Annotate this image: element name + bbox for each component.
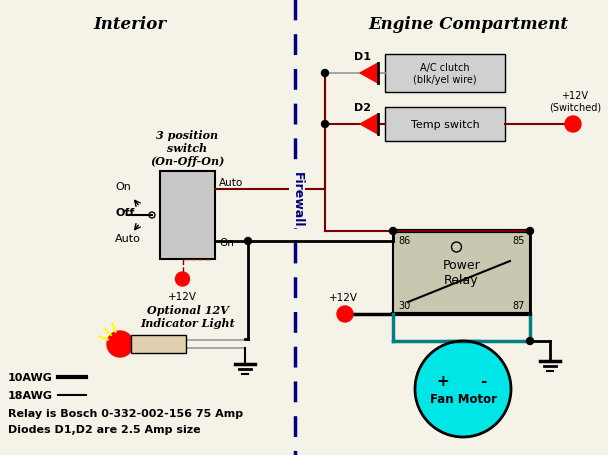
Text: Relay is Bosch 0-332-002-156 75 Amp: Relay is Bosch 0-332-002-156 75 Amp	[8, 408, 243, 418]
Text: +12V
(Switched): +12V (Switched)	[549, 91, 601, 113]
Text: 3 position
switch
(On-Off-On): 3 position switch (On-Off-On)	[150, 130, 225, 167]
Polygon shape	[360, 115, 378, 135]
Bar	[131, 335, 186, 353]
Text: +: +	[437, 374, 449, 389]
Text: On: On	[115, 182, 131, 192]
Circle shape	[565, 117, 581, 133]
Text: Diodes D1,D2 are 2.5 Amp size: Diodes D1,D2 are 2.5 Amp size	[8, 424, 201, 434]
Text: -: -	[480, 374, 486, 389]
Text: Off: Off	[115, 207, 134, 217]
Text: +12V: +12V	[328, 293, 358, 302]
Circle shape	[527, 228, 533, 235]
Text: Firewall: Firewall	[291, 172, 303, 227]
Polygon shape	[360, 64, 378, 84]
Bar	[385, 55, 505, 93]
Circle shape	[176, 273, 190, 286]
Text: +12V: +12V	[168, 291, 197, 301]
Text: Engine Compartment: Engine Compartment	[368, 16, 568, 33]
Text: Auto: Auto	[115, 233, 141, 243]
Text: 87: 87	[513, 300, 525, 310]
Circle shape	[244, 238, 252, 245]
Circle shape	[107, 331, 133, 357]
Text: 85: 85	[513, 236, 525, 245]
Text: 10AWG: 10AWG	[8, 372, 53, 382]
Text: Fan Motor: Fan Motor	[429, 393, 497, 405]
Bar	[393, 232, 530, 314]
Text: Optional 12V
Indicator Light: Optional 12V Indicator Light	[140, 304, 235, 328]
Text: A/C clutch
(blk/yel wire): A/C clutch (blk/yel wire)	[413, 63, 477, 85]
Text: Power
Relay: Power Relay	[443, 259, 480, 287]
Circle shape	[337, 306, 353, 322]
Text: Temp switch: Temp switch	[410, 120, 479, 130]
Text: 30: 30	[398, 300, 410, 310]
Bar	[385, 108, 505, 142]
Text: On: On	[219, 238, 234, 248]
Text: Auto: Auto	[219, 177, 243, 187]
Circle shape	[322, 121, 328, 128]
Circle shape	[527, 338, 533, 345]
Text: D1: D1	[353, 52, 370, 62]
Circle shape	[415, 341, 511, 437]
Text: 86: 86	[398, 236, 410, 245]
Circle shape	[322, 71, 328, 77]
Text: 18AWG: 18AWG	[8, 390, 53, 400]
Text: D2: D2	[353, 103, 370, 113]
Circle shape	[390, 228, 396, 235]
Text: Interior: Interior	[94, 16, 167, 33]
Bar	[160, 172, 215, 259]
